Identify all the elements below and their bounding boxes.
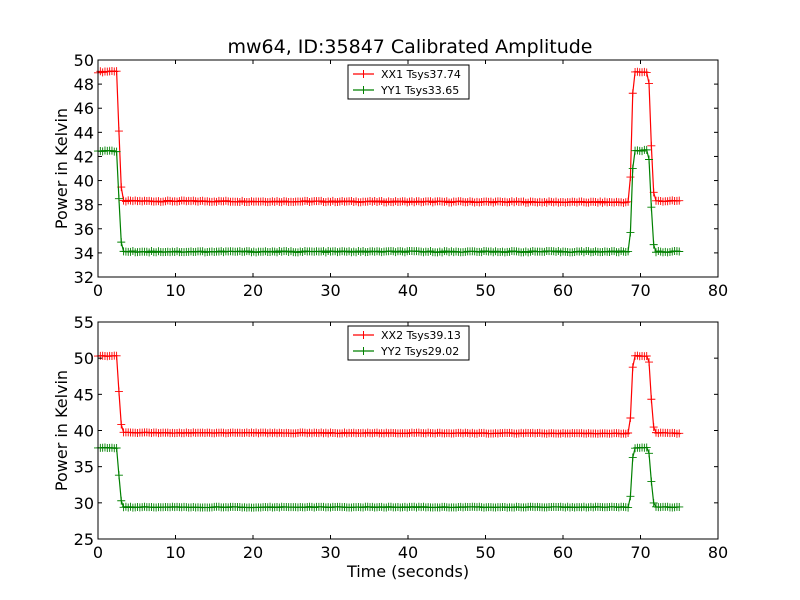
y-tick-label: 34 bbox=[74, 244, 94, 263]
x-tick-label: 0 bbox=[93, 281, 103, 300]
y-tick-label: 40 bbox=[74, 422, 94, 441]
y-tick-label: 55 bbox=[74, 313, 94, 332]
legend-marker bbox=[359, 86, 368, 94]
x-tick-label: 20 bbox=[243, 543, 263, 562]
x-tick-label: 40 bbox=[398, 543, 418, 562]
y-axis-label: Power in Kelvin bbox=[52, 108, 71, 229]
y-tick-label: 50 bbox=[74, 51, 94, 70]
subplot-2: 0 10 20 30 40 50 60 70 80 25 30 35 40 45 50 55 Power in … bbox=[52, 313, 728, 581]
y-tick-label: 32 bbox=[74, 268, 94, 287]
x-tick-label: 70 bbox=[630, 543, 650, 562]
x-tick-label: 20 bbox=[243, 281, 263, 300]
legend-marker bbox=[359, 347, 368, 355]
legend: XX1 Tsys37.74 YY1 Tsys33.65 bbox=[347, 64, 470, 100]
y-tick-label: 30 bbox=[74, 494, 94, 513]
y-tick-label: 42 bbox=[74, 147, 94, 166]
x-tick-label: 50 bbox=[475, 543, 495, 562]
legend-marker bbox=[359, 331, 368, 339]
y-tick-label: 38 bbox=[74, 196, 94, 215]
x-tick-label: 60 bbox=[553, 543, 573, 562]
chart-title: mw64, ID:35847 Calibrated Amplitude bbox=[227, 36, 592, 58]
plots-layer: 0 10 20 30 40 50 60 70 8032343638404244464850Pow… bbox=[52, 51, 728, 581]
legend-box bbox=[347, 64, 470, 100]
x-tick-label: 50 bbox=[475, 281, 495, 300]
x-axis-label: Time (seconds) bbox=[346, 562, 469, 581]
y-tick-label: 36 bbox=[74, 220, 94, 239]
legend: XX2 Tsys39.13 YY2 Tsys29.02 bbox=[347, 325, 470, 361]
subplot-1: 0 10 20 30 40 50 60 70 80 32 34 36 38 40 42 44 46 48 50 Pow… bbox=[52, 51, 728, 300]
legend-label: YY2 Tsys29.02 bbox=[380, 345, 459, 358]
legend-box bbox=[347, 325, 470, 361]
x-tick-label: 0 bbox=[93, 543, 103, 562]
legend-marker bbox=[359, 70, 368, 78]
x-tick-label: 10 bbox=[165, 281, 185, 300]
legend-label: YY1 Tsys33.65 bbox=[380, 84, 459, 97]
legend-label: XX2 Tsys39.13 bbox=[381, 329, 461, 342]
x-tick-label: 10 bbox=[165, 543, 185, 562]
x-tick-label: 30 bbox=[320, 281, 340, 300]
x-tick-label: 40 bbox=[398, 281, 418, 300]
y-axis-label: Power in Kelvin bbox=[52, 370, 71, 491]
y-tick-label: 50 bbox=[74, 349, 94, 368]
y-tick-label: 40 bbox=[74, 172, 94, 191]
y-tick-label: 45 bbox=[74, 385, 94, 404]
x-tick-label: 70 bbox=[630, 281, 650, 300]
y-tick-label: 44 bbox=[74, 123, 94, 142]
x-tick-label: 30 bbox=[320, 543, 340, 562]
legend-label: XX1 Tsys37.74 bbox=[381, 68, 461, 81]
y-tick-label: 48 bbox=[74, 75, 94, 94]
y-tick-label: 46 bbox=[74, 99, 94, 118]
y-tick-label: 35 bbox=[74, 458, 94, 477]
x-tick-label: 80 bbox=[708, 281, 728, 300]
y-tick-label: 25 bbox=[74, 530, 94, 549]
x-tick-label: 60 bbox=[553, 281, 573, 300]
x-tick-label: 80 bbox=[708, 543, 728, 562]
